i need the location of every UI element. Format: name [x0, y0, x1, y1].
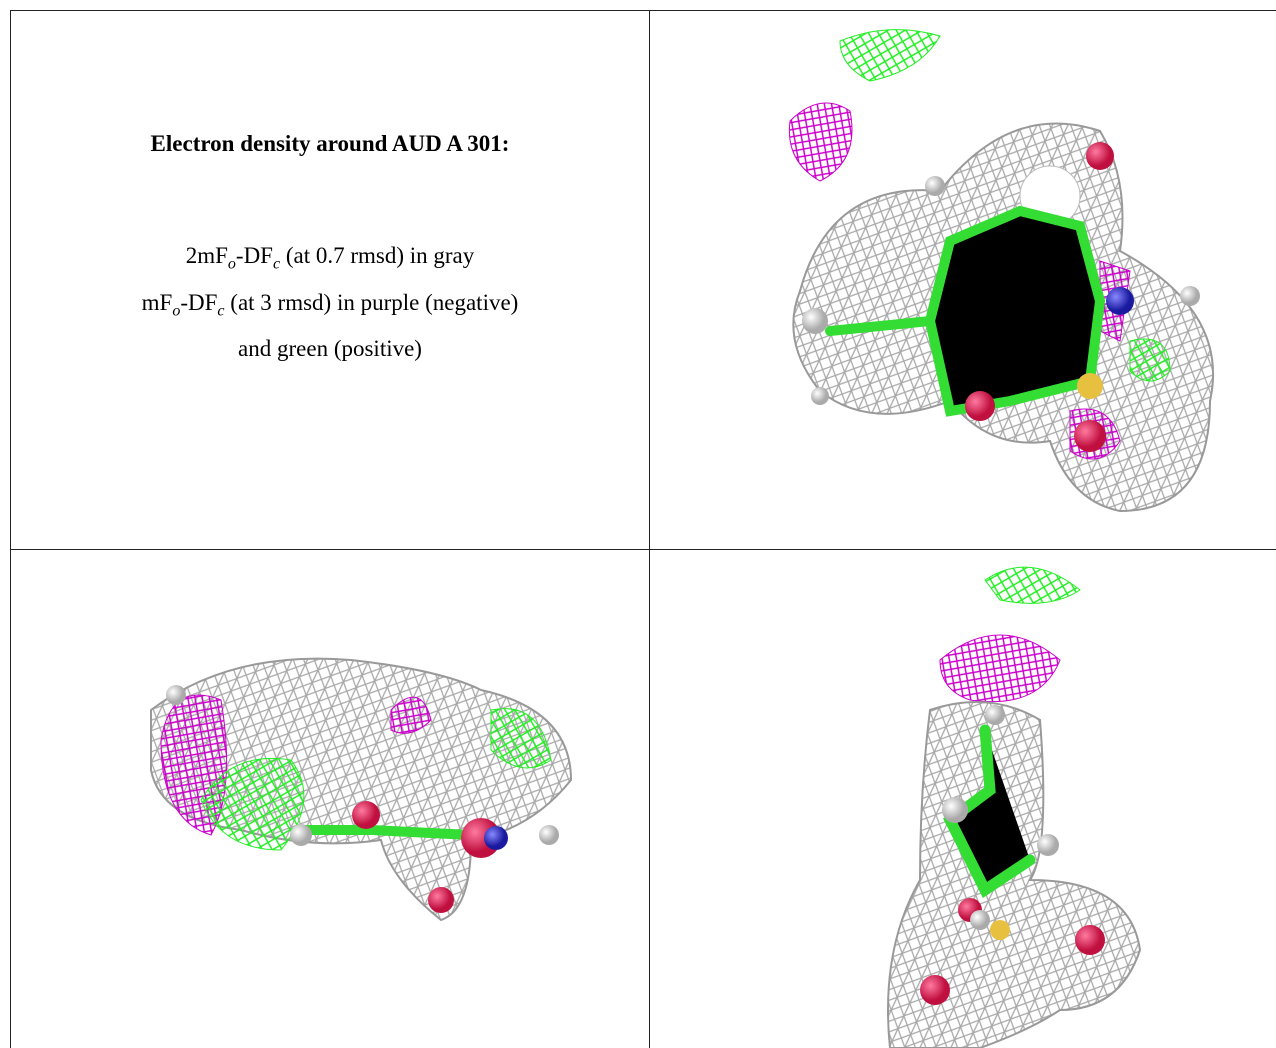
caption-text: 2mF: [185, 243, 228, 268]
subscript: c: [217, 302, 225, 320]
caption-title: Electron density around AUD A 301:: [150, 131, 510, 156]
caption-line: 2mFo-DFc (at 0.7 rmsd) in gray: [11, 237, 649, 284]
density-view-3: [887, 566, 1142, 1048]
caption-text: mF: [141, 289, 173, 315]
subscript: c: [272, 255, 281, 273]
caption-text: and green (positive): [238, 336, 422, 362]
density-view-2: [150, 657, 573, 922]
density-view-1: [788, 29, 1215, 513]
caption-line: mFo-DFc (at 3 rmsd) in purple (negative): [11, 284, 649, 331]
border: [10, 10, 11, 1048]
caption-text: (at 3 rmsd) in purple (negative): [224, 289, 519, 315]
border: [649, 10, 650, 1048]
caption-text: -DF: [235, 243, 273, 268]
caption-text: -DF: [180, 289, 218, 315]
border: [10, 549, 1276, 550]
caption-lines: 2mFo-DFc (at 0.7 rmsd) in gray mFo-DFc (a…: [11, 237, 649, 368]
subscript: o: [227, 255, 236, 273]
caption-line: and green (positive): [11, 330, 649, 368]
subscript: o: [172, 302, 181, 320]
caption-text: (at 0.7 rmsd) in gray: [280, 243, 475, 268]
border: [10, 10, 1276, 11]
caption: Electron density around AUD A 301: 2mFo-…: [11, 11, 649, 368]
